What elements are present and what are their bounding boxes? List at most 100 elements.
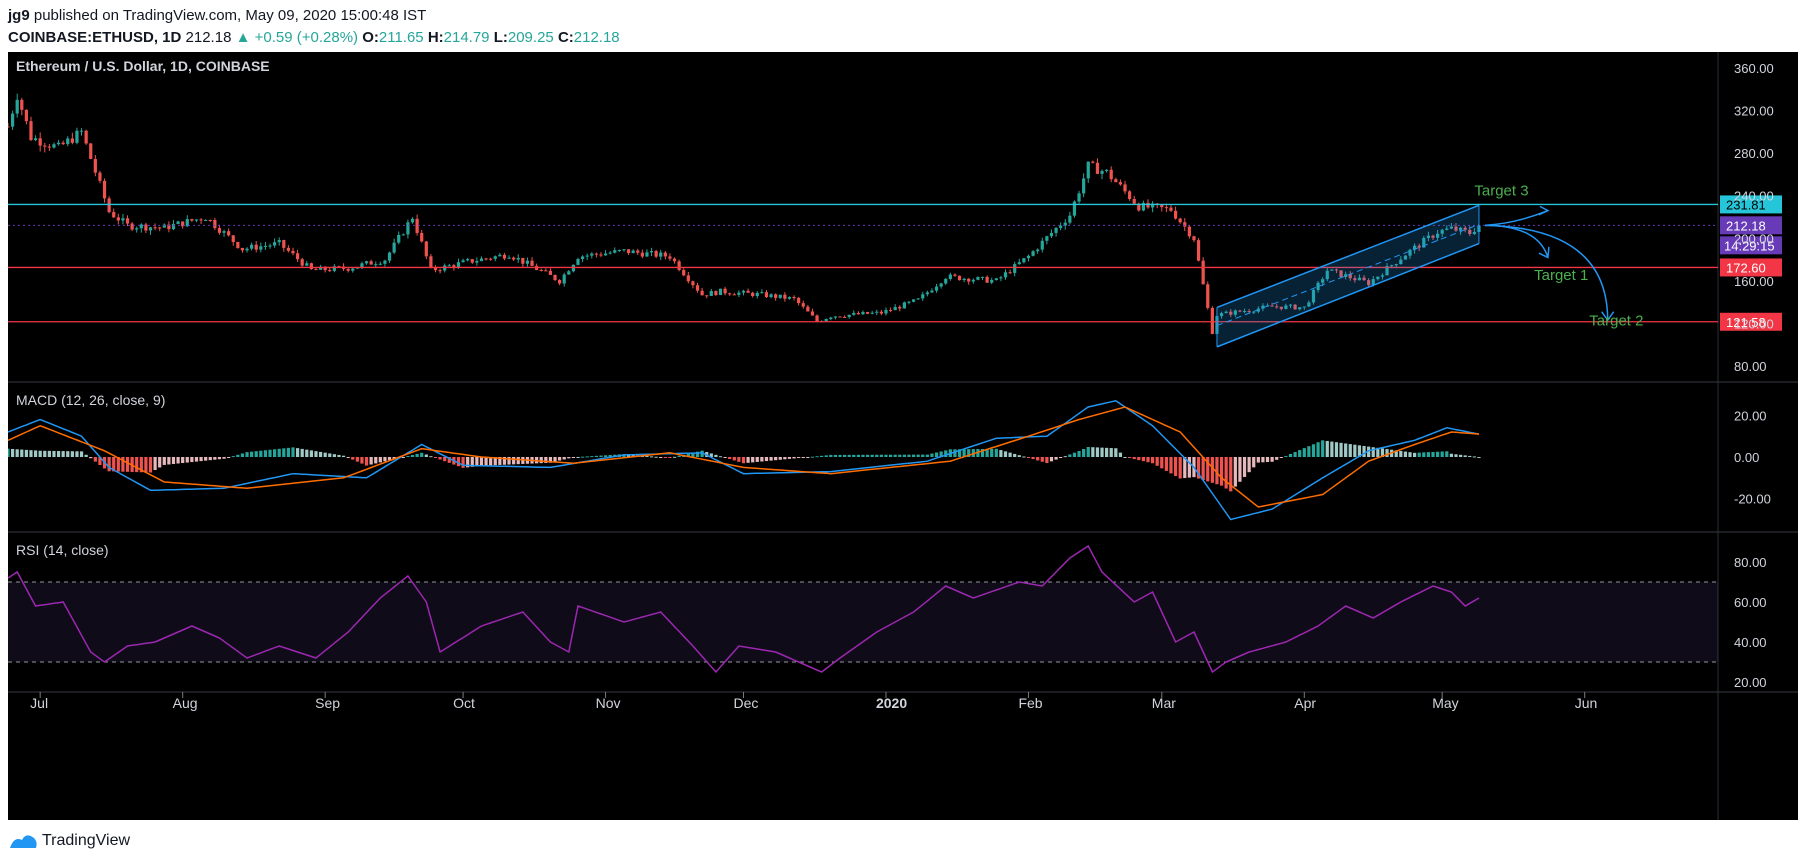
candle-body [263, 245, 268, 247]
price-tick-label: 240.00 [1734, 189, 1774, 204]
candle-body [1114, 179, 1118, 183]
candle-body [410, 218, 415, 223]
price-tick-label: 200.00 [1734, 231, 1774, 246]
histogram-bar [29, 450, 33, 457]
candle-body [1302, 306, 1306, 308]
candle-body [231, 235, 235, 242]
candle-body [1252, 311, 1256, 313]
candle-body [1408, 249, 1412, 256]
histogram-bar [718, 456, 723, 458]
histogram-bar [254, 451, 258, 457]
candle-body [1017, 262, 1021, 265]
chart-canvas[interactable]: 231.81 212.18 172.60 121.58 14:29:15 Target 3… [8, 52, 1798, 820]
candle-body [84, 130, 88, 144]
histogram-bar [797, 457, 801, 458]
candle-body [102, 180, 107, 199]
publish-line: jg9 published on TradingView.com, May 09… [8, 7, 426, 24]
candle-body [1196, 240, 1201, 261]
histogram-bar [346, 457, 350, 458]
histogram-bar [204, 457, 208, 461]
target-1-arrow [1484, 224, 1549, 258]
histogram-bar [135, 457, 139, 473]
signal-line [8, 406, 1480, 508]
candle-body [1072, 201, 1077, 216]
candle-body [1192, 236, 1196, 241]
target-label: Target 3 [1474, 183, 1528, 200]
histogram-bar [751, 457, 755, 463]
histogram-bar [199, 457, 203, 462]
histogram-bar [875, 454, 879, 457]
histogram-bar [47, 450, 51, 457]
candle-body [300, 259, 304, 266]
symbol[interactable]: COINBASE:ETHUSD, 1D [8, 29, 182, 46]
rsi-band-fill [8, 582, 1718, 662]
candle-body [659, 252, 663, 257]
candle-body [751, 292, 755, 297]
brand-name[interactable]: TradingView [42, 832, 131, 849]
histogram-bar [70, 451, 74, 457]
candle-body [1440, 229, 1444, 234]
histogram-bar [1463, 455, 1467, 457]
candle-body [1109, 169, 1113, 180]
histogram-bar [1026, 457, 1031, 458]
histogram-bar [1477, 457, 1481, 458]
time-tick-label: May [1432, 695, 1458, 711]
histogram-bar [79, 451, 84, 457]
candle-body [728, 293, 732, 295]
candle-body [1454, 226, 1458, 231]
histogram-bar [1380, 448, 1385, 457]
price-tick-label: 360.00 [1734, 61, 1774, 76]
candle-body [1422, 237, 1426, 248]
histogram-bar [764, 457, 769, 462]
candle-body [1003, 272, 1008, 278]
histogram-bar [1169, 457, 1173, 474]
histogram-bar [558, 457, 562, 461]
candle-body [1380, 275, 1385, 277]
histogram-bar [939, 451, 943, 457]
candle-body [429, 256, 433, 268]
candle-body [686, 275, 690, 282]
candle-body [8, 126, 10, 128]
candle-body [213, 219, 217, 229]
candle-body [521, 257, 525, 264]
candle-body [1137, 203, 1141, 211]
candle-body [250, 244, 254, 249]
candle-body [387, 252, 392, 261]
author[interactable]: jg9 [8, 7, 30, 24]
candle-body [1095, 162, 1100, 174]
histogram-bar [502, 457, 507, 465]
level-label: 121.58 [1726, 315, 1766, 330]
candle-body [259, 246, 263, 250]
histogram-bar [1413, 452, 1417, 457]
candle-body [1146, 202, 1150, 208]
candle-body [718, 288, 723, 295]
candle-body [1178, 218, 1182, 223]
histogram-bar [1082, 448, 1086, 457]
candle-body [764, 292, 769, 298]
arrow-head [1601, 311, 1615, 322]
histogram-bar [314, 451, 318, 457]
histogram-bar [888, 454, 893, 457]
histogram-bar [1334, 442, 1339, 457]
candle-body [1445, 228, 1449, 230]
candle-body [732, 294, 736, 296]
price-tick-label: 280.00 [1734, 146, 1774, 161]
candle-body [1187, 226, 1191, 237]
macd-tick-label: -20.00 [1734, 492, 1771, 507]
candle-body [190, 219, 194, 221]
histogram-bar [985, 448, 989, 457]
candle-body [907, 301, 911, 303]
candle-body [397, 234, 401, 243]
histogram-bar [1150, 457, 1155, 464]
histogram-bar [1040, 457, 1044, 462]
candle-body [1229, 311, 1233, 315]
candle-body [360, 263, 364, 268]
histogram-bar [1468, 455, 1472, 457]
histogram-bar [162, 457, 166, 465]
candle-body [79, 130, 84, 132]
candle-body [599, 254, 603, 256]
candle-body [15, 99, 19, 114]
histogram-bar [1426, 452, 1431, 457]
histogram-bar [714, 454, 718, 457]
histogram-bar [273, 449, 277, 457]
